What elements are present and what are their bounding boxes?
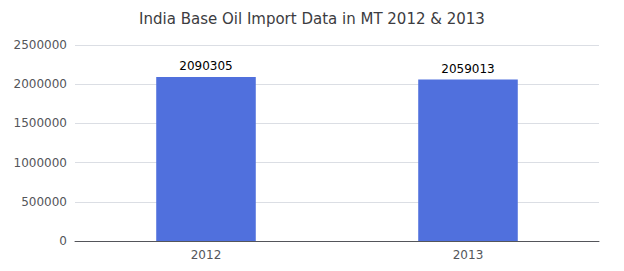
svg-text:1000000: 1000000: [14, 156, 67, 170]
svg-text:2059013: 2059013: [441, 62, 494, 76]
svg-text:2013: 2013: [453, 248, 484, 262]
svg-text:2090305: 2090305: [179, 59, 232, 73]
svg-text:India Base Oil Import Data in: India Base Oil Import Data in MT 2012 & …: [139, 10, 485, 28]
svg-text:0: 0: [59, 234, 67, 248]
svg-text:2012: 2012: [191, 248, 222, 262]
svg-text:2000000: 2000000: [14, 77, 67, 91]
svg-text:1500000: 1500000: [14, 116, 67, 130]
svg-text:2500000: 2500000: [14, 38, 67, 52]
svg-text:500000: 500000: [21, 195, 67, 209]
